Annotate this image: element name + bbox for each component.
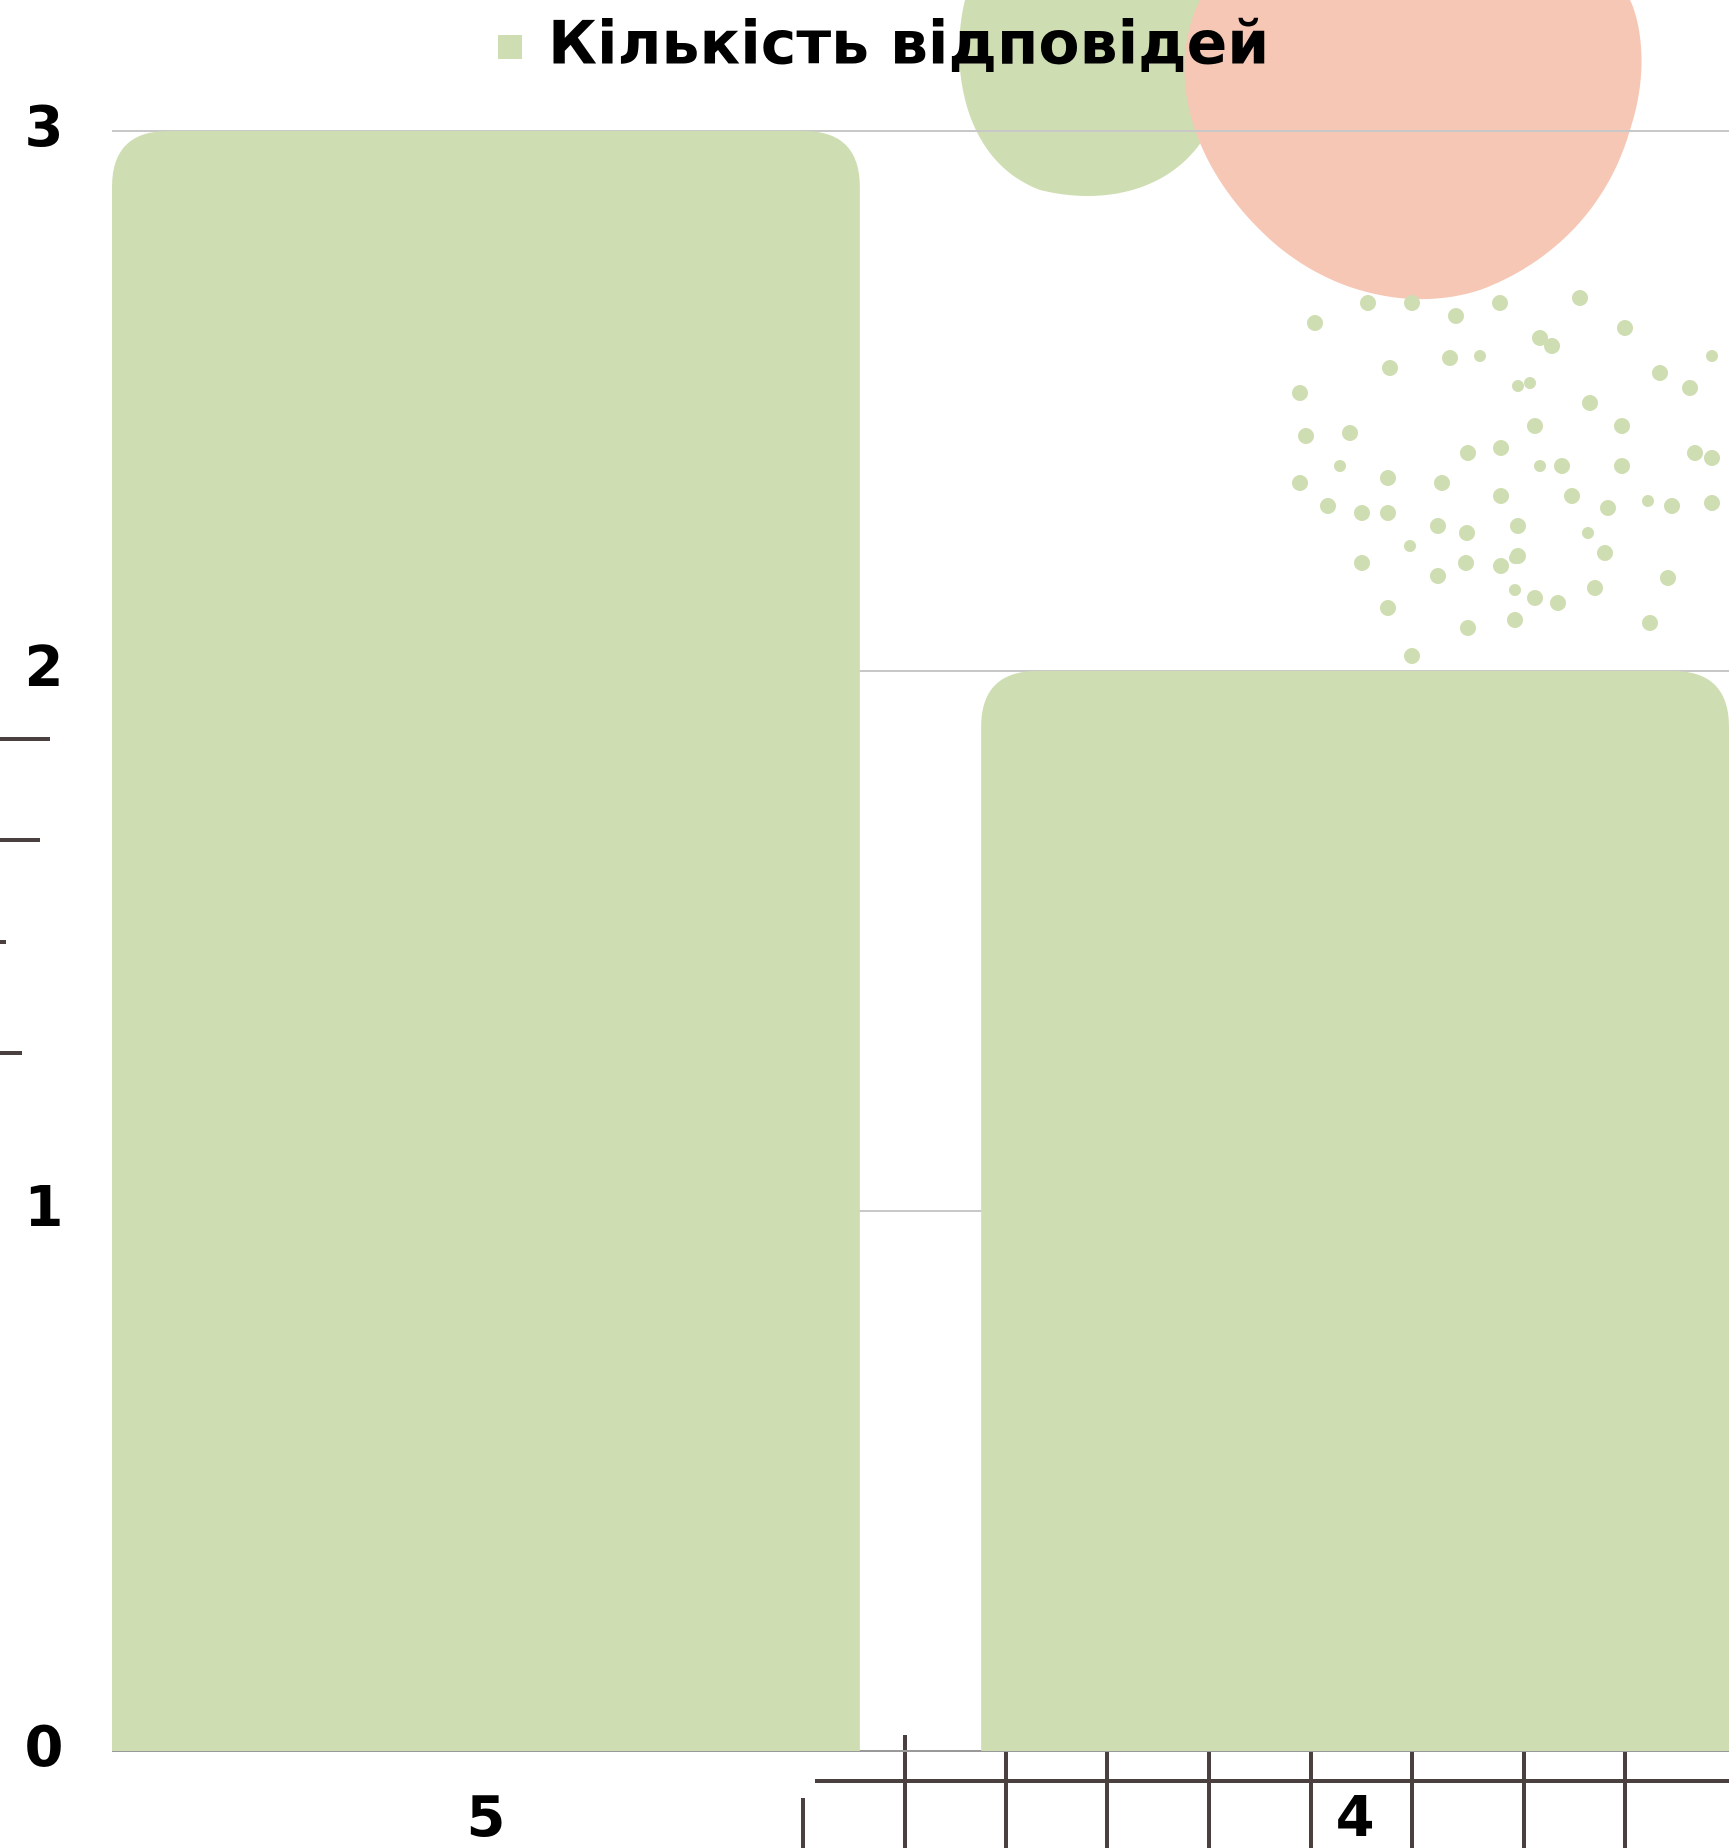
bars bbox=[112, 131, 1729, 1751]
legend-swatch bbox=[498, 35, 522, 59]
legend-label: Кількість відповідей bbox=[548, 9, 1269, 79]
y-tick-label: 2 bbox=[25, 635, 64, 700]
x-tick-label: 4 bbox=[1336, 1785, 1375, 1848]
bar bbox=[112, 131, 860, 1751]
y-tick-label: 0 bbox=[25, 1715, 64, 1780]
x-tick-label: 5 bbox=[466, 1785, 505, 1848]
y-tick-label: 1 bbox=[25, 1175, 64, 1240]
y-tick-label: 3 bbox=[25, 95, 64, 160]
bar bbox=[981, 671, 1729, 1751]
labels: 0 1 2 3 5 4 bbox=[25, 95, 1375, 1848]
legend: Кількість відповідей bbox=[498, 9, 1269, 79]
